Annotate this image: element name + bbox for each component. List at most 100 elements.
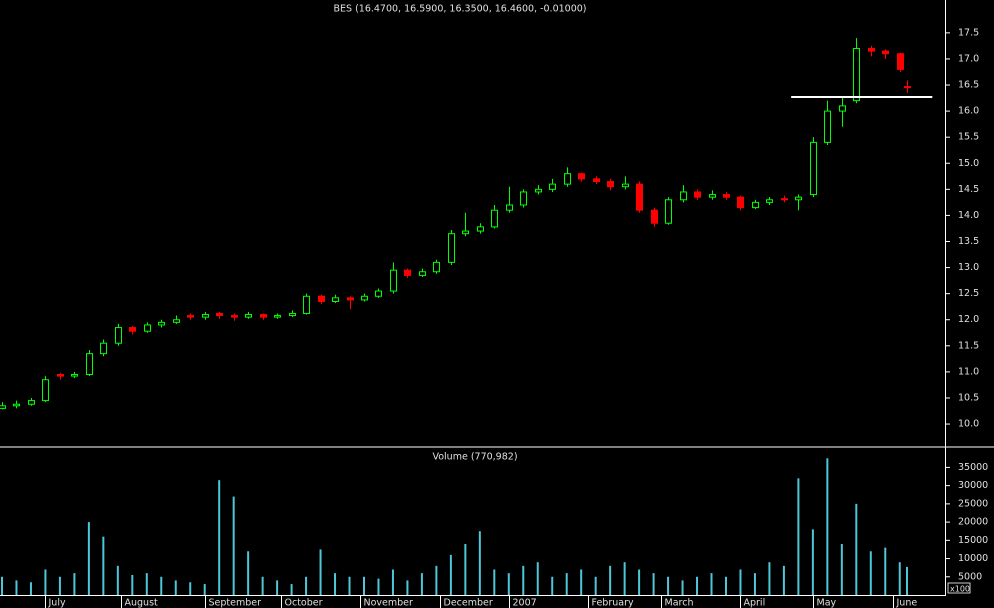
candle-body <box>303 295 310 314</box>
volume-bar <box>189 582 192 595</box>
candle-body <box>795 196 802 201</box>
volume-bar <box>739 569 742 595</box>
candle-body <box>86 353 93 375</box>
x-tick-label: March <box>665 598 694 608</box>
candle-body <box>491 209 498 228</box>
candle-body <box>723 194 730 198</box>
volume-bar <box>362 576 365 595</box>
volume-bar <box>710 573 713 595</box>
candle-body <box>115 327 122 344</box>
candle-body <box>781 198 788 201</box>
x-tick-label: November <box>364 598 414 608</box>
candle-body <box>593 178 600 183</box>
volume-bar <box>116 565 119 595</box>
volume-bar <box>667 576 670 595</box>
volume-bar <box>44 569 47 595</box>
candle-body <box>28 400 35 405</box>
volume-bar <box>145 573 148 595</box>
volume-bar <box>551 576 554 595</box>
candle-body <box>144 324 151 332</box>
candle-body <box>231 315 238 318</box>
volume-bar <box>840 543 843 595</box>
y-tick-label: 30000 <box>958 480 988 491</box>
x-tick-label: April <box>744 598 766 608</box>
y-tick-label: 10000 <box>958 553 988 564</box>
candle-body <box>868 48 875 52</box>
y-tick-label: 14.5 <box>958 184 979 195</box>
volume-bar <box>464 543 467 595</box>
candle-body <box>100 342 107 355</box>
volume-bar <box>565 573 568 595</box>
candle-body <box>57 373 64 377</box>
volume-bar <box>753 573 756 595</box>
unit-box <box>947 582 971 594</box>
candle-body <box>158 321 165 326</box>
volume-bar <box>768 562 771 595</box>
x-tick-label: February <box>592 598 634 608</box>
candle-body <box>904 86 911 89</box>
volume-bar <box>522 565 525 595</box>
volume-bar <box>247 551 250 595</box>
volume-bar <box>681 580 684 595</box>
volume-bar <box>305 576 308 595</box>
price-title: BES (16.4700, 16.5900, 16.3500, 16.4600,… <box>334 4 587 15</box>
volume-bar <box>797 478 800 595</box>
unit-label: x100 <box>950 585 970 594</box>
y-tick-label: 13.5 <box>958 236 979 247</box>
volume-bar <box>478 531 481 595</box>
y-tick-label: 15000 <box>958 535 988 546</box>
y-tick-label: 11.5 <box>958 340 979 351</box>
volume-bar <box>898 562 901 595</box>
candle-body <box>71 373 78 377</box>
y-tick-label: 11.0 <box>958 366 979 377</box>
candle-body <box>564 173 571 185</box>
volume-title: Volume (770,982) <box>432 452 517 463</box>
volume-bar <box>174 580 177 595</box>
volume-bar <box>290 584 293 595</box>
volume-bar <box>855 503 858 595</box>
candle-body <box>680 191 687 201</box>
candle-body <box>42 379 49 402</box>
candle-body <box>245 314 252 318</box>
y-tick-label: 14.0 <box>958 210 979 221</box>
candle-body <box>361 295 368 301</box>
x-tick-label: July <box>48 598 66 608</box>
candle-body <box>274 315 281 318</box>
candle-body <box>737 196 744 209</box>
candle-body <box>390 269 397 292</box>
volume-bar <box>377 578 380 595</box>
candle-body <box>506 204 513 211</box>
candle-body <box>882 50 889 55</box>
volume-bar <box>449 554 452 595</box>
candle-body <box>839 105 846 112</box>
y-tick-label: 13.0 <box>958 262 979 273</box>
candle-body <box>535 188 542 193</box>
volume-bar <box>884 547 887 595</box>
x-tick-label: December <box>444 598 493 608</box>
candle-body <box>752 201 759 209</box>
candle-body <box>404 269 411 276</box>
y-tick-label: 17.0 <box>958 53 979 64</box>
volume-bar <box>905 566 908 595</box>
y-tick-label: 12.5 <box>958 288 979 299</box>
candle-body <box>448 233 455 263</box>
candle-body <box>419 271 426 276</box>
candle-body <box>202 314 209 318</box>
volume-bar <box>203 584 206 595</box>
candle-body <box>853 48 860 102</box>
volume-bar <box>696 576 699 595</box>
volume-bar <box>261 576 264 595</box>
candle-body <box>578 173 585 180</box>
volume-bar <box>276 580 279 595</box>
volume-bar <box>652 573 655 595</box>
candle-body <box>129 327 136 332</box>
x-tick-label: August <box>125 598 159 608</box>
x-tick-label: September <box>209 598 262 608</box>
y-tick-label: 20000 <box>958 517 988 528</box>
candle-body <box>216 312 223 317</box>
candle-body <box>636 183 643 211</box>
candle-body <box>289 312 296 317</box>
volume-bar <box>638 569 641 595</box>
y-tick-label: 12.0 <box>958 314 979 325</box>
volume-bar <box>232 496 235 595</box>
